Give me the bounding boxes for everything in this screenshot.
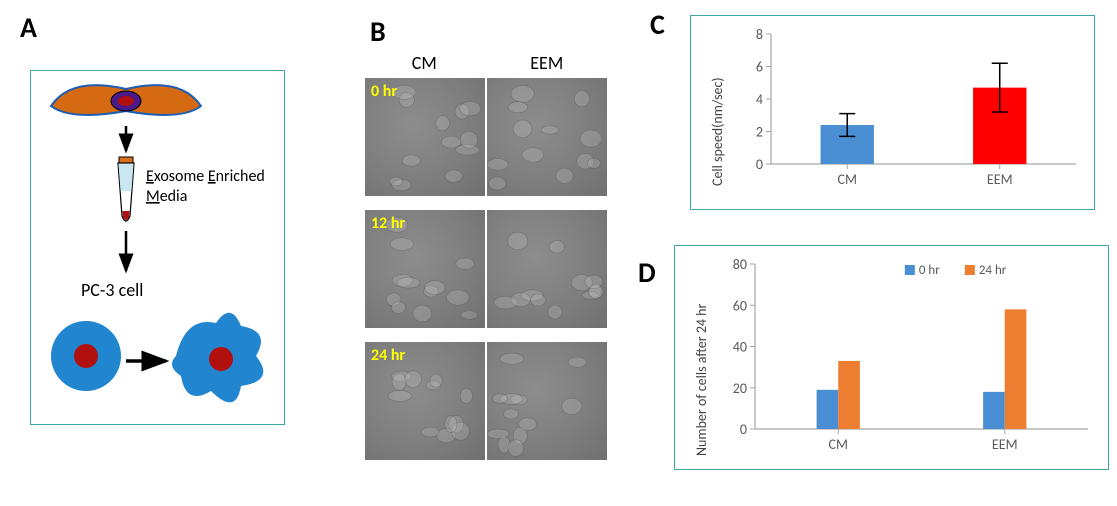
panel-d-chart: 0 20 40 60 80 CM EEM 0 hr 24 hr — [720, 254, 1095, 454]
svg-text:Media: Media — [146, 187, 187, 206]
panel-c-box: Cell speed(nm/sec) 0 2 4 6 8 CM EEM — [690, 15, 1095, 210]
panel-d-box: Number of cells after 24 hr 0 20 40 60 80 CM E… — [674, 245, 1109, 470]
svg-text:60: 60 — [733, 297, 747, 314]
svg-text:4: 4 — [756, 91, 763, 108]
svg-text:24 hr: 24 hr — [979, 263, 1007, 278]
svg-text:CM: CM — [838, 171, 857, 188]
micrograph-row: 12 hr — [365, 210, 610, 328]
micrograph-image — [487, 342, 607, 460]
svg-text:Exosome Enriched: Exosome Enriched — [146, 167, 265, 186]
svg-text:EEM: EEM — [987, 171, 1013, 188]
panel-c-ylabel: Cell speed(nm/sec) — [709, 77, 726, 186]
panel-a-label: A — [20, 10, 37, 45]
svg-text:20: 20 — [733, 380, 747, 397]
svg-text:0: 0 — [740, 421, 747, 438]
micrograph-image — [487, 210, 607, 328]
svg-text:0: 0 — [756, 156, 763, 173]
panel-d-ylabel: Number of cells after 24 hr — [693, 304, 710, 456]
panel-b-header-eem: EEM — [530, 52, 563, 74]
svg-text:8: 8 — [756, 26, 763, 43]
micrograph-time-label: 12 hr — [371, 214, 405, 233]
panel-a-diagram: Exosome EnrichedMedia PC-3 cell — [31, 71, 286, 426]
svg-text:40: 40 — [733, 339, 747, 356]
micrograph-time-label: 24 hr — [371, 346, 405, 365]
panel-d-label: D — [638, 255, 656, 290]
panel-b-label: B — [370, 14, 386, 49]
micrograph-time-label: 0 hr — [371, 82, 397, 101]
panel-a-box: Exosome EnrichedMedia PC-3 cell — [30, 70, 285, 425]
panel-c-chart: 0 2 4 6 8 CM EEM — [736, 24, 1086, 189]
svg-text:PC-3 cell: PC-3 cell — [81, 279, 143, 301]
micrograph-row: 0 hr — [365, 78, 610, 196]
micrograph-row: 24 hr — [365, 342, 610, 460]
panel-b-header-cm: CM — [412, 52, 437, 74]
svg-text:2: 2 — [756, 124, 763, 141]
svg-text:0 hr: 0 hr — [919, 263, 940, 278]
panel-c-label: C — [650, 7, 665, 42]
svg-text:6: 6 — [756, 59, 763, 76]
panel-b-container: CM EEM 0 hr 12 hr 24 hr — [365, 52, 610, 474]
svg-text:CM: CM — [829, 436, 848, 453]
micrograph-image — [487, 78, 607, 196]
svg-text:80: 80 — [733, 256, 747, 273]
svg-text:EEM: EEM — [992, 436, 1018, 453]
